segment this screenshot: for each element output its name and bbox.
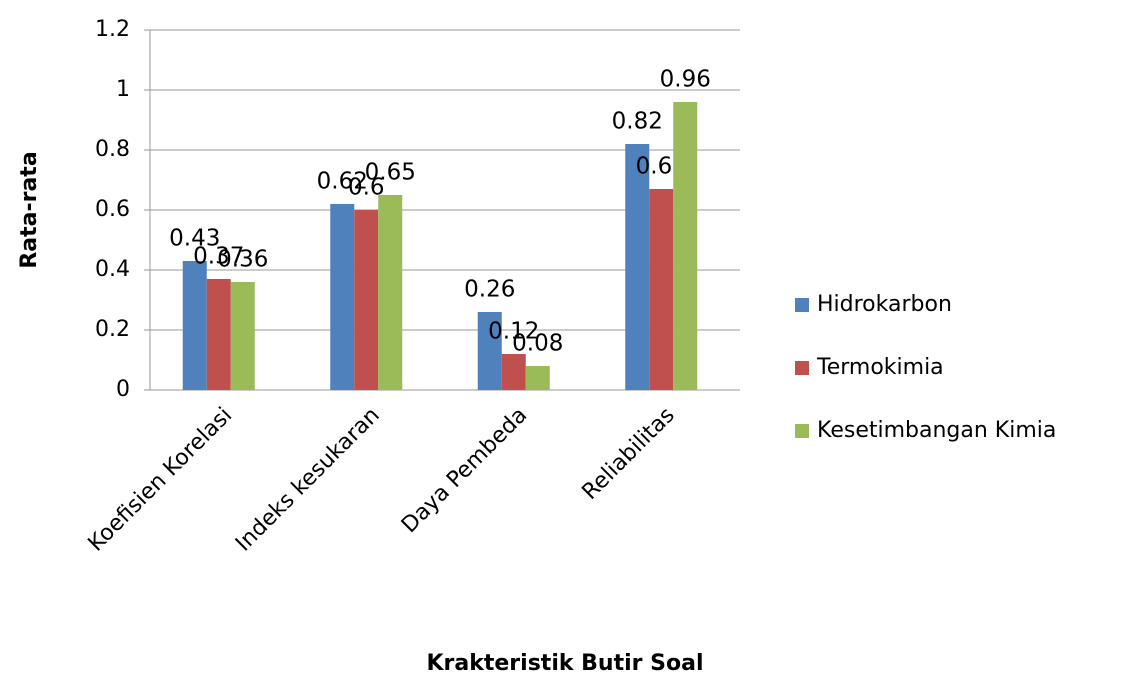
- bar: [330, 204, 355, 390]
- y-axis-label: Rata-rata: [17, 151, 42, 268]
- bar: [649, 189, 674, 390]
- data-label: 0.37: [193, 244, 244, 270]
- y-tick-label: 1: [116, 77, 130, 102]
- x-tick-label: Daya Pembeda: [397, 403, 532, 538]
- data-label: 0.65: [365, 160, 416, 186]
- bar: [501, 354, 526, 390]
- x-tick-label: Reliabilitas: [578, 403, 680, 505]
- legend-label: Kesetimbangan Kimia: [817, 418, 1056, 443]
- legend-label: Termokimia: [816, 355, 944, 380]
- legend-swatch: [795, 298, 809, 312]
- x-tick-label: Indeks kesukaran: [231, 403, 385, 557]
- bar: [477, 312, 502, 390]
- bar: [182, 261, 207, 390]
- y-tick-label: 0.2: [95, 317, 130, 342]
- y-tick-label: 1.2: [95, 17, 130, 42]
- x-tick-label: Koefisien Korelasi: [84, 403, 238, 557]
- x-axis-label: Krakteristik Butir Soal: [427, 651, 704, 676]
- y-tick-label: 0: [116, 377, 130, 402]
- data-label: 0.82: [612, 109, 663, 135]
- y-tick-label: 0.6: [95, 197, 130, 222]
- bar: [525, 366, 550, 390]
- data-label: 0.26: [464, 277, 515, 303]
- bar: [230, 282, 255, 390]
- bar: [354, 210, 379, 390]
- legend-swatch: [795, 424, 809, 438]
- bar: [625, 144, 650, 390]
- data-label: 0.08: [512, 331, 563, 357]
- bar: [378, 195, 403, 390]
- data-label: 0.12: [488, 319, 539, 345]
- data-label: 0.43: [169, 226, 220, 252]
- bar: [673, 102, 698, 390]
- y-tick-label: 0.8: [95, 137, 130, 162]
- legend-swatch: [795, 361, 809, 375]
- legend-label: Hidrokarbon: [817, 292, 952, 317]
- data-label: 0.62: [317, 169, 368, 195]
- data-label: 0.96: [660, 67, 711, 93]
- bar: [206, 279, 231, 390]
- data-label: 0.36: [217, 247, 268, 273]
- y-tick-label: 0.4: [95, 257, 130, 282]
